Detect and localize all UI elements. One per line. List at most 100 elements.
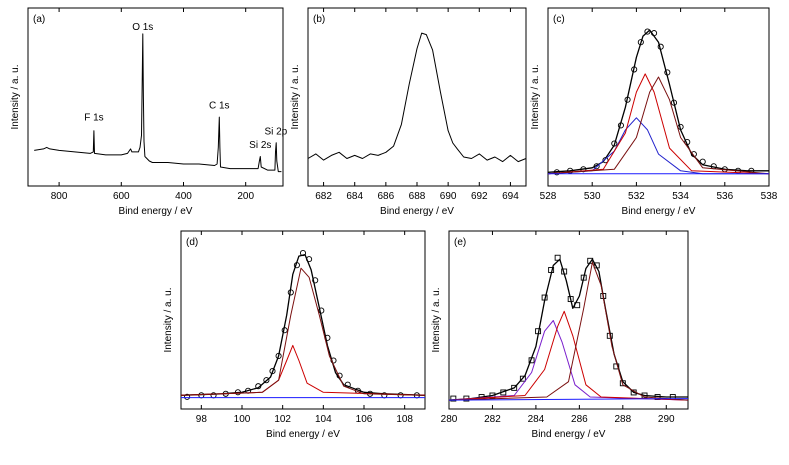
data-point bbox=[587, 257, 594, 264]
x-tick-label: 98 bbox=[196, 414, 208, 425]
data-point bbox=[684, 138, 691, 146]
data-point bbox=[287, 289, 294, 296]
data-point bbox=[637, 39, 644, 46]
data-point bbox=[528, 357, 535, 364]
x-tick-label: 690 bbox=[440, 191, 457, 202]
survey-line bbox=[34, 33, 282, 173]
x-tick-label: 600 bbox=[113, 191, 130, 202]
data-point bbox=[567, 296, 574, 303]
data-point bbox=[670, 99, 678, 106]
data-point bbox=[281, 327, 288, 334]
data-point bbox=[624, 96, 631, 103]
x-tick-label: 530 bbox=[584, 191, 601, 202]
x-tick-label: 284 bbox=[528, 414, 545, 425]
data-point bbox=[500, 389, 507, 396]
panel-label: (e) bbox=[454, 237, 466, 248]
plot-frame bbox=[448, 230, 689, 410]
x-tick-label: 282 bbox=[484, 414, 501, 425]
data-point bbox=[580, 274, 587, 281]
panel-label: (c) bbox=[553, 14, 565, 25]
x-tick-label: 682 bbox=[315, 191, 332, 202]
data-point bbox=[519, 375, 526, 382]
data-point bbox=[593, 163, 600, 170]
data-point bbox=[619, 380, 626, 387]
data-point bbox=[318, 307, 325, 314]
x-tick-label: 104 bbox=[315, 414, 332, 425]
data-point bbox=[631, 66, 638, 73]
data-point bbox=[574, 302, 581, 309]
y-axis-label: Intensity / a. u. bbox=[10, 64, 21, 129]
plot-frame bbox=[547, 7, 770, 187]
x-tick-label: 534 bbox=[672, 191, 689, 202]
data-point bbox=[299, 250, 307, 257]
data-point bbox=[548, 267, 555, 273]
x-tick-label: 686 bbox=[378, 191, 395, 202]
x-tick-label: 536 bbox=[716, 191, 733, 202]
data-point bbox=[699, 158, 706, 165]
data-point bbox=[554, 254, 561, 261]
x-tick-label: 200 bbox=[237, 191, 254, 202]
panel-a: 800 600 400 200 Bind energy / eV Intensity / … bbox=[10, 7, 288, 217]
data-point bbox=[184, 393, 191, 400]
panel-b: 682 684 686 688 690 692 694 Bind energy / eV Int… bbox=[290, 7, 527, 217]
panel-c: 528 530 532 534 536 538 Bind energy / eV Intens… bbox=[530, 7, 778, 217]
x-axis-label: Bind energy / eV bbox=[266, 429, 340, 440]
data-point bbox=[255, 383, 262, 390]
data-point bbox=[511, 384, 518, 391]
data-point bbox=[450, 395, 457, 402]
data-point bbox=[617, 122, 624, 129]
x-tick-label: 286 bbox=[571, 414, 588, 425]
data-point bbox=[690, 151, 697, 158]
x-tick-label: 106 bbox=[356, 414, 373, 425]
component-line bbox=[547, 73, 770, 175]
data-point bbox=[330, 357, 337, 364]
data-point bbox=[245, 387, 252, 394]
data-point bbox=[644, 28, 651, 35]
data-point bbox=[602, 157, 609, 164]
plot-frame bbox=[180, 230, 426, 410]
x-tick-label: 688 bbox=[409, 191, 426, 202]
component-line bbox=[448, 320, 689, 401]
peak-label: Si 2p bbox=[264, 126, 287, 137]
data-point bbox=[611, 140, 618, 147]
data-point bbox=[269, 368, 276, 375]
data-point bbox=[593, 262, 600, 269]
x-tick-label: 692 bbox=[471, 191, 488, 202]
data-point bbox=[651, 30, 658, 37]
component-line bbox=[547, 117, 769, 175]
data-point bbox=[306, 256, 313, 263]
envelope-line bbox=[547, 29, 769, 173]
x-axis-label: Bind energy / eV bbox=[622, 206, 696, 217]
y-axis-label: Intensity / a. u. bbox=[163, 287, 174, 352]
y-axis-label: Intensity / a. u. bbox=[530, 64, 541, 129]
panel-d: 98 100 102 104 106 108 Bind energy / eV Intensi… bbox=[163, 230, 426, 440]
component-line bbox=[180, 267, 426, 396]
data-point bbox=[263, 377, 270, 384]
peak-label: Si 2s bbox=[249, 140, 271, 151]
y-axis-label: Intensity / a. u. bbox=[290, 64, 301, 129]
data-point bbox=[535, 328, 542, 335]
envelope-line bbox=[180, 253, 426, 396]
panel-label: (a) bbox=[33, 14, 45, 25]
x-axis-label: Bind energy / eV bbox=[119, 206, 193, 217]
data-point bbox=[293, 262, 300, 269]
data-point bbox=[275, 352, 282, 360]
x-tick-label: 108 bbox=[396, 414, 413, 425]
component-line bbox=[547, 76, 770, 175]
x-tick-label: 288 bbox=[614, 414, 631, 425]
panel-label: (d) bbox=[186, 237, 198, 248]
peak-label: C 1s bbox=[209, 101, 230, 112]
x-tick-label: 684 bbox=[346, 191, 363, 202]
x-tick-label: 528 bbox=[540, 191, 557, 202]
data-point bbox=[657, 43, 664, 50]
x-tick-label: 100 bbox=[234, 414, 251, 425]
plot-frame bbox=[307, 7, 527, 187]
x-tick-label: 694 bbox=[502, 191, 519, 202]
panel-e: 280 282 284 286 288 290 Bind energy / eV Intens… bbox=[431, 230, 689, 440]
component-line bbox=[448, 261, 689, 401]
x-tick-label: 532 bbox=[628, 191, 645, 202]
component-line bbox=[180, 344, 426, 396]
component-line bbox=[448, 310, 689, 401]
x-tick-label: 280 bbox=[441, 414, 458, 425]
